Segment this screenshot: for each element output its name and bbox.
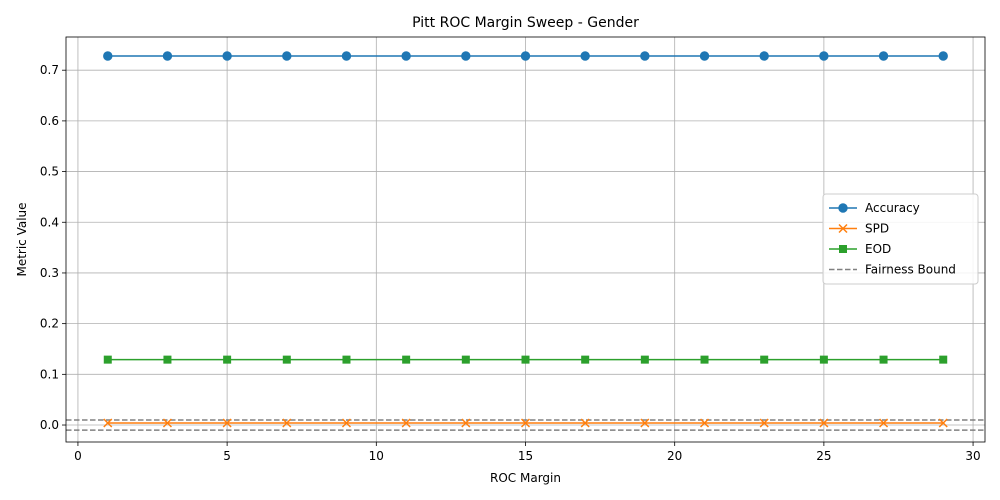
y-tick-label: 0.3 xyxy=(40,266,59,280)
legend-label: EOD xyxy=(865,242,891,256)
data-point xyxy=(938,418,948,428)
y-tick-label: 0.0 xyxy=(40,418,59,432)
data-point xyxy=(878,51,889,61)
series-spd xyxy=(103,418,948,428)
data-point xyxy=(342,355,351,364)
data-point xyxy=(282,51,292,61)
data-point xyxy=(759,51,769,61)
legend: Accuracy SPD EOD Fairness Bound xyxy=(822,193,979,285)
legend-entry: EOD xyxy=(829,242,891,256)
data-point xyxy=(222,51,232,61)
chart-title: Pitt ROC Margin Sweep - Gender xyxy=(412,15,639,31)
data-point xyxy=(759,418,769,428)
data-point xyxy=(938,51,948,61)
data-point xyxy=(640,418,650,428)
data-point xyxy=(341,51,352,61)
y-tick-label: 0.1 xyxy=(40,367,59,381)
x-tick-label: 5 xyxy=(223,449,231,463)
legend-box xyxy=(822,193,979,285)
data-point xyxy=(223,355,232,364)
data-point xyxy=(939,355,948,364)
data-point xyxy=(520,51,531,61)
legend-label: Fairness Bound xyxy=(865,263,956,277)
series-accuracy xyxy=(103,51,948,61)
data-point xyxy=(401,51,411,61)
data-point xyxy=(699,418,710,428)
legend-label: SPD xyxy=(865,222,889,236)
y-axis-label: Metric Value xyxy=(15,202,29,276)
data-point xyxy=(520,418,531,428)
data-point xyxy=(580,51,590,61)
x-axis-ticks: 0 5 10 15 20 25 30 xyxy=(74,442,981,463)
data-point xyxy=(819,51,829,61)
data-point xyxy=(461,51,471,61)
legend-entry: SPD xyxy=(829,222,889,236)
data-point xyxy=(103,418,113,428)
y-tick-label: 0.2 xyxy=(40,317,59,331)
data-point xyxy=(640,355,649,364)
data-point xyxy=(401,418,411,428)
data-point xyxy=(461,418,471,428)
data-point xyxy=(879,418,889,428)
data-point xyxy=(760,355,769,364)
data-point xyxy=(521,355,530,364)
x-tick-label: 15 xyxy=(518,449,533,463)
data-point xyxy=(819,355,828,364)
data-point xyxy=(700,355,709,364)
x-tick-label: 20 xyxy=(667,449,682,463)
data-point xyxy=(461,355,470,364)
data-point xyxy=(838,203,848,213)
y-axis-ticks: 0.0 0.1 0.2 0.3 0.4 0.5 0.6 0.7 xyxy=(40,63,66,432)
data-point xyxy=(819,418,829,428)
x-tick-label: 10 xyxy=(369,449,384,463)
data-point xyxy=(162,418,172,428)
data-point xyxy=(839,245,847,253)
data-point xyxy=(103,51,113,61)
x-axis-label: ROC Margin xyxy=(490,471,561,485)
y-tick-label: 0.6 xyxy=(40,114,59,128)
x-tick-label: 25 xyxy=(816,449,831,463)
y-tick-label: 0.5 xyxy=(40,165,59,179)
data-point xyxy=(341,418,352,428)
data-point xyxy=(162,51,173,61)
data-point xyxy=(581,355,590,364)
data-point xyxy=(879,355,888,364)
data-point xyxy=(838,223,848,234)
data-point xyxy=(699,51,710,61)
data-point xyxy=(103,355,112,364)
fairness-bound-lines xyxy=(66,419,985,431)
data-point xyxy=(580,418,590,428)
series xyxy=(103,51,948,428)
series-eod xyxy=(103,355,948,364)
x-tick-label: 30 xyxy=(965,449,980,463)
x-tick-label: 0 xyxy=(74,449,82,463)
data-point xyxy=(282,418,292,428)
legend-entry: Fairness Bound xyxy=(829,263,956,277)
data-point xyxy=(640,51,650,61)
y-tick-label: 0.7 xyxy=(40,63,59,77)
legend-entry: Accuracy xyxy=(829,201,920,215)
data-point xyxy=(222,418,232,428)
legend-label: Accuracy xyxy=(865,201,920,215)
data-point xyxy=(282,355,291,364)
data-point xyxy=(402,355,411,364)
data-point xyxy=(163,355,172,364)
y-tick-label: 0.4 xyxy=(40,215,59,229)
